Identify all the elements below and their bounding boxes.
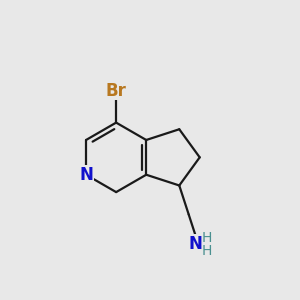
Text: H: H [202,231,212,245]
Text: H: H [202,244,212,258]
Text: Br: Br [106,82,127,100]
Text: N: N [188,235,202,253]
Text: N: N [79,166,93,184]
